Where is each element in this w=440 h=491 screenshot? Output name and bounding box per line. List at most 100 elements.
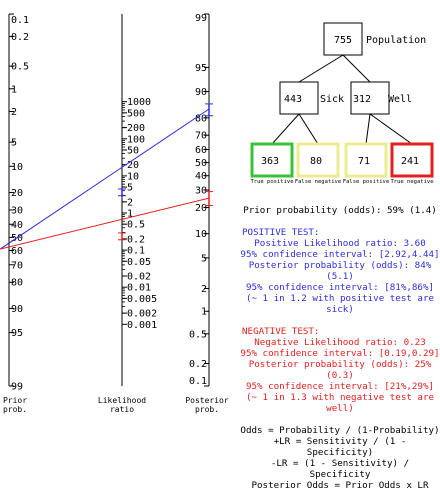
positive-test-title: POSITIVE TEST: xyxy=(242,227,320,238)
posterior-tick-label: 50 xyxy=(195,158,207,169)
connector xyxy=(369,113,413,145)
lr-tick-label: 0.2 xyxy=(127,234,145,245)
posterior-axis-subtitle: prob. xyxy=(195,405,219,414)
fagan-nomogram-page: 0.1 0.2 0.5 1 2 5 10 20 30 40 50 60 70 80 90 95 99 1000 50… xyxy=(0,13,440,491)
formula-negative-lr: -LR = (1 - Sensitivity) / Specificity xyxy=(270,458,410,480)
lr-tick-label: 10 xyxy=(127,171,139,182)
leaf-count: 241 xyxy=(401,156,419,167)
sick-box xyxy=(279,81,319,115)
posterior-tick-label: 30 xyxy=(195,186,207,197)
formula-positive-lr: +LR = Sensitivity / (1 - Specificity) xyxy=(273,436,407,458)
lr-tick-label: 50 xyxy=(127,145,139,156)
prior-tick-label: 2 xyxy=(11,107,17,118)
connector xyxy=(298,113,319,145)
prior-tick-label: 60 xyxy=(11,246,23,257)
lr-axis-title: Likelihood xyxy=(98,396,146,405)
connector xyxy=(298,54,344,83)
well-count: 312 xyxy=(353,94,371,105)
negative-lr-ci-text: 95% confidence interval: [0.19,0.29] xyxy=(240,348,440,359)
posterior-axis-title: Posterior xyxy=(185,396,229,405)
lr-tick-label: 0.001 xyxy=(127,320,157,331)
connector xyxy=(342,54,371,83)
prior-tick-label: 30 xyxy=(11,205,23,216)
prior-tick-label: 50 xyxy=(11,233,23,244)
formula-odds: Odds = Probability / (1-Probability) xyxy=(240,425,440,436)
prior-tick-label: 0.1 xyxy=(11,15,29,26)
prior-tick-label: 70 xyxy=(11,260,23,271)
prior-axis-title: Prior xyxy=(3,396,27,405)
population-label: Population xyxy=(366,35,426,46)
lr-tick-label: 0.02 xyxy=(127,272,151,283)
lr-tick-label: 0.5 xyxy=(127,220,145,231)
posterior-tick-label: 5 xyxy=(201,253,207,264)
positive-test-line xyxy=(0,108,210,250)
lr-tick-label: 0.01 xyxy=(127,283,151,294)
connector xyxy=(365,113,371,145)
posterior-tick-label: 99 xyxy=(195,13,207,24)
sick-count: 443 xyxy=(284,94,302,105)
connector xyxy=(271,113,300,145)
prior-tick-label: 40 xyxy=(11,220,23,231)
lr-tick-label: 100 xyxy=(127,134,145,145)
prior-tick-label: 5 xyxy=(11,138,17,149)
lr-tick-label: 0.002 xyxy=(127,309,157,320)
negative-posterior-ci-text: 95% confidence interval: [21%,29%] xyxy=(245,381,435,392)
prior-probability-text: Prior probability (odds): 59% (1.4) xyxy=(243,205,437,216)
posterior-tick-label: 1 xyxy=(201,307,207,318)
prior-tick-label: 20 xyxy=(11,188,23,199)
leaf-box xyxy=(250,142,294,178)
positive-posterior-ci-text: 95% confidence interval: [81%,86%] xyxy=(245,282,435,293)
results-panel: Prior probability (odds): 59% (1.4) POSI… xyxy=(240,205,440,491)
negative-posterior-text: Posterior probability (odds): 25% (0.3) xyxy=(248,359,432,381)
lr-tick-label: 2 xyxy=(127,197,133,208)
lr-tick-label: 0.005 xyxy=(127,294,157,305)
posterior-tick-label: 70 xyxy=(195,131,207,142)
nomogram-canvas: 0.10.20.51251020304050607080909599100050… xyxy=(0,13,434,414)
posterior-tick-label: 60 xyxy=(195,145,207,156)
posterior-tick-label: 10 xyxy=(195,229,207,240)
lr-tick-label: 500 xyxy=(127,108,145,119)
lr-tick-label: 0.05 xyxy=(127,257,151,268)
prior-tick-label: 0.2 xyxy=(11,32,29,43)
formula-posterior-odds: Posterior Odds = Prior Odds x LR xyxy=(251,480,429,491)
posterior-tick-label: 95 xyxy=(195,63,207,74)
leaf-box xyxy=(344,142,388,178)
prior-tick-label: 1 xyxy=(11,84,17,95)
population-count: 755 xyxy=(334,35,352,46)
lr-axis-subtitle: ratio xyxy=(110,405,134,414)
leaf-caption: True negative xyxy=(390,179,433,185)
sick-label: Sick xyxy=(320,94,344,105)
lr-tick-label: 0.1 xyxy=(127,246,145,257)
posterior-tick-label: 90 xyxy=(195,87,207,98)
lr-tick-label: 1000 xyxy=(127,97,151,108)
prior-tick-label: 99 xyxy=(11,382,23,393)
leaf-caption: False negative xyxy=(295,179,341,185)
posterior-tick-label: 0.1 xyxy=(189,376,207,387)
prior-tick-label: 90 xyxy=(11,304,23,315)
prior-tick-label: 0.5 xyxy=(11,62,29,73)
positive-summary-text: (~ 1 in 1.2 with positive test are sick) xyxy=(245,293,435,315)
positive-posterior-text: Posterior probability (odds): 84% (5.1) xyxy=(248,260,432,282)
lr-tick-label: 20 xyxy=(127,160,139,171)
positive-lr-text: Positive Likelihood ratio: 3.60 xyxy=(254,238,426,249)
negative-lr-text: Negative Likelihood ratio: 0.23 xyxy=(254,337,426,348)
posterior-tick-label: 0.2 xyxy=(189,359,207,370)
negative-summary-text: (~ 1 in 1.3 with negative test are well) xyxy=(245,392,435,414)
prior-tick-label: 10 xyxy=(11,162,23,173)
well-box xyxy=(350,81,390,115)
positive-lr-ci-text: 95% confidence interval: [2.92,4.44] xyxy=(240,249,440,260)
well-label: Well xyxy=(388,94,412,105)
posterior-tick-label: 20 xyxy=(195,203,207,214)
leaf-count: 80 xyxy=(310,156,322,167)
leaf-box xyxy=(390,142,434,178)
posterior-tick-label: 0.5 xyxy=(189,329,207,340)
leaf-count: 363 xyxy=(261,156,279,167)
negative-test-title: NEGATIVE TEST: xyxy=(242,326,320,337)
posterior-tick-label: 80 xyxy=(195,113,207,124)
posterior-tick-label: 40 xyxy=(195,171,207,182)
leaf-count: 71 xyxy=(358,156,370,167)
prior-axis-subtitle: prob. xyxy=(3,405,27,414)
leaf-caption: True positive xyxy=(250,179,293,185)
posterior-tick-label: 2 xyxy=(201,284,207,295)
leaf-box xyxy=(296,142,340,178)
